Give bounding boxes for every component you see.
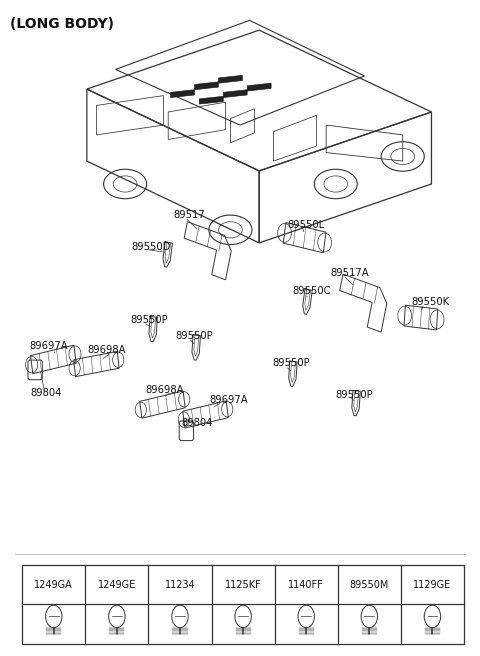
Text: 89804: 89804 (181, 418, 213, 428)
Polygon shape (247, 83, 271, 91)
Text: 89550P: 89550P (175, 331, 213, 341)
Text: 89550K: 89550K (411, 297, 449, 307)
Text: 11234: 11234 (165, 580, 195, 590)
Text: 89550L: 89550L (287, 220, 324, 230)
Text: 1249GE: 1249GE (98, 580, 136, 590)
Polygon shape (170, 90, 194, 98)
Text: 89550P: 89550P (272, 358, 310, 369)
Bar (22, 565, 464, 644)
Text: 89550C: 89550C (293, 286, 331, 297)
Text: 89550P: 89550P (336, 390, 373, 400)
Polygon shape (218, 75, 242, 83)
Text: 89698A: 89698A (145, 384, 184, 394)
Text: 1140FF: 1140FF (288, 580, 324, 590)
Text: 89697A: 89697A (29, 341, 68, 352)
Text: 89550M: 89550M (349, 580, 389, 590)
Text: 89697A: 89697A (209, 395, 248, 405)
Text: (LONG BODY): (LONG BODY) (10, 17, 114, 31)
Polygon shape (223, 90, 247, 98)
Text: 1249GA: 1249GA (35, 580, 73, 590)
Text: 89698A: 89698A (88, 345, 126, 356)
Text: 89550D: 89550D (131, 242, 170, 252)
Text: 1125KF: 1125KF (225, 580, 262, 590)
Text: 1129GE: 1129GE (413, 580, 452, 590)
Text: 89550P: 89550P (130, 315, 168, 325)
Text: 89804: 89804 (30, 388, 62, 398)
Text: 89517: 89517 (173, 211, 205, 220)
Polygon shape (199, 96, 223, 104)
Text: 89517A: 89517A (330, 268, 369, 278)
Polygon shape (194, 82, 218, 90)
